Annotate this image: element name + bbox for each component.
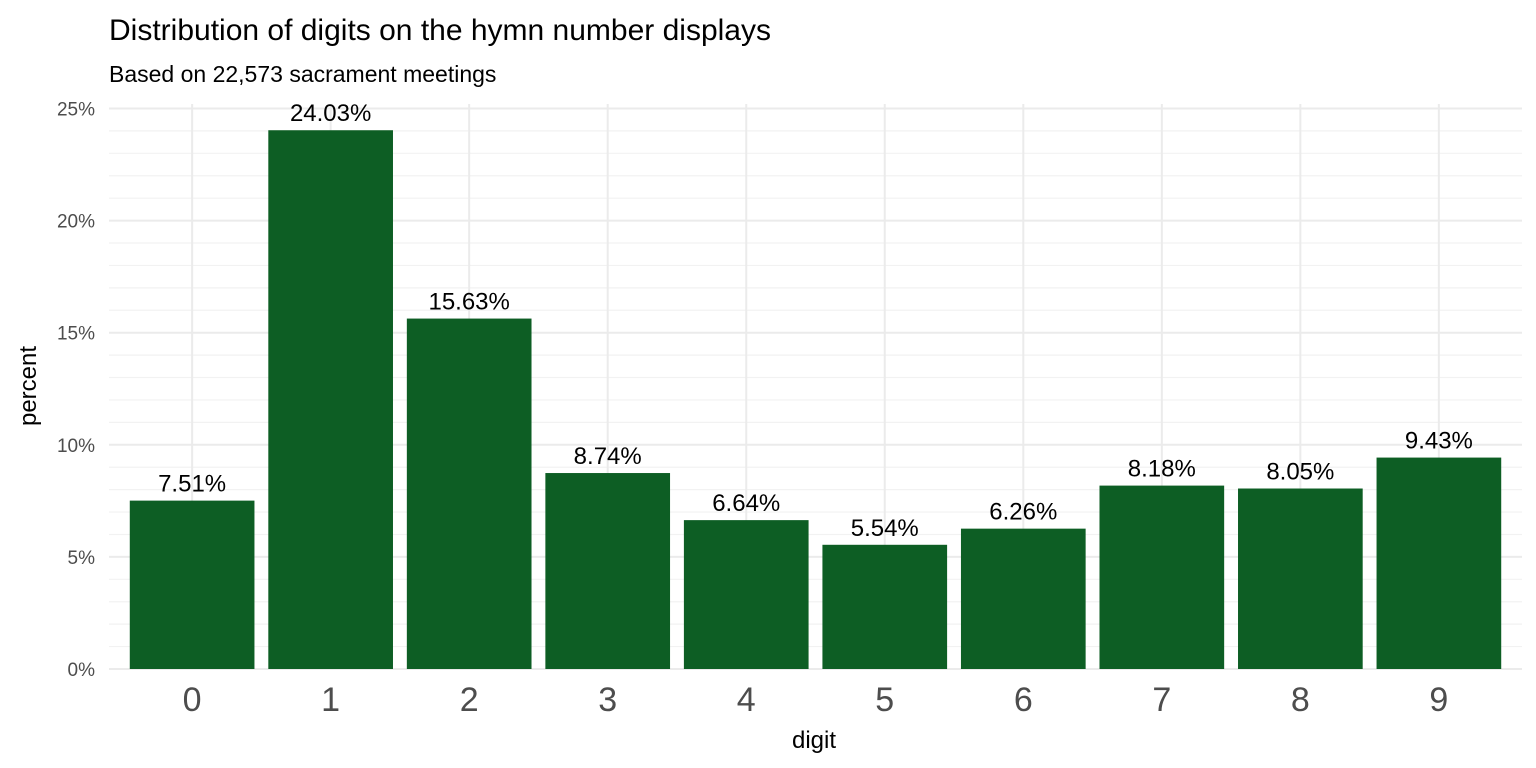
x-tick-label: 9: [1429, 681, 1448, 719]
bars-layer: [129, 130, 1502, 669]
bar-digit-7: [1099, 485, 1225, 669]
bar-digit-6: [960, 528, 1086, 669]
y-tick-label: 5%: [68, 548, 96, 569]
data-label-digit-7: 8.18%: [1128, 456, 1196, 483]
y-tick-label: 0%: [68, 660, 96, 681]
data-label-digit-8: 8.05%: [1266, 459, 1334, 486]
x-tick-label: 1: [321, 681, 340, 719]
y-tick-label: 15%: [57, 324, 95, 345]
bar-digit-5: [822, 544, 948, 669]
x-tick-label: 4: [737, 681, 756, 719]
x-tick-label: 2: [460, 681, 479, 719]
data-label-digit-0: 7.51%: [158, 471, 226, 498]
chart-subtitle: Based on 22,573 sacrament meetings: [109, 61, 496, 87]
data-label-digit-4: 6.64%: [712, 490, 780, 517]
bar-digit-3: [545, 473, 671, 669]
data-label-digit-2: 15.63%: [428, 289, 509, 316]
data-label-digit-9: 9.43%: [1405, 428, 1473, 455]
data-label-digit-5: 5.54%: [851, 515, 919, 542]
x-tick-label: 7: [1152, 681, 1171, 719]
y-tick-label: 25%: [57, 99, 95, 120]
x-tick-label: 8: [1291, 681, 1310, 719]
bar-digit-0: [129, 500, 255, 669]
y-axis-title: percent: [15, 346, 42, 426]
x-axis: 0 1 2 3 4 5 6 7 8 9: [183, 681, 1449, 719]
bar-digit-2: [406, 318, 532, 669]
data-label-digit-6: 6.26%: [989, 499, 1057, 526]
data-label-digit-3: 8.74%: [574, 443, 642, 470]
bar-digit-9: [1376, 457, 1502, 669]
bar-digit-4: [683, 520, 809, 669]
chart-title: Distribution of digits on the hymn numbe…: [109, 14, 771, 47]
x-tick-label: 3: [598, 681, 617, 719]
data-labels-layer: 7.51% 24.03% 15.63% 8.74% 6.64% 5.54% 6.26% 8.1…: [158, 100, 1473, 542]
x-tick-label: 6: [1014, 681, 1033, 719]
y-axis: 0% 5% 10% 15% 20% 25%: [57, 99, 95, 681]
x-axis-title: digit: [792, 727, 836, 754]
x-tick-label: 0: [183, 681, 202, 719]
bar-digit-1: [268, 130, 393, 669]
data-label-digit-1: 24.03%: [290, 100, 371, 127]
bar-digit-8: [1238, 488, 1363, 669]
y-tick-label: 20%: [57, 212, 95, 233]
x-tick-label: 5: [875, 681, 894, 719]
y-tick-label: 10%: [57, 436, 95, 457]
